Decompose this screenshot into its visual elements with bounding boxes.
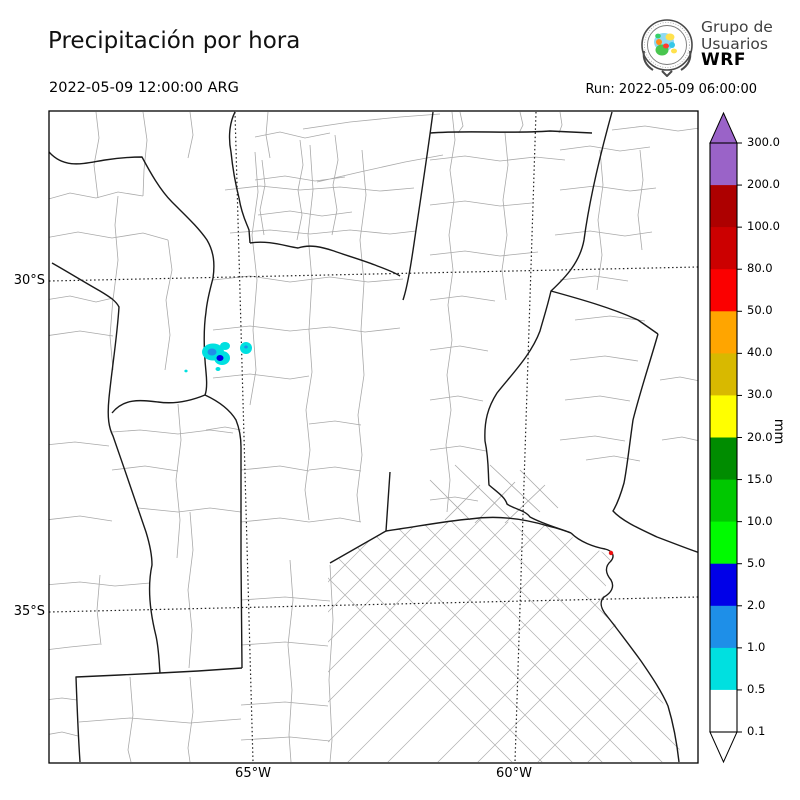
colorbar-tick-label: 30.0	[747, 387, 773, 402]
colorbar-tick-label: 80.0	[747, 261, 773, 276]
precip-cell	[244, 345, 248, 349]
run-time-label: Run: 2022-05-09 06:00:00	[585, 82, 757, 97]
precip-cell	[215, 367, 221, 371]
wrf-logo-emblem	[641, 19, 693, 77]
colorbar-segment	[710, 185, 737, 228]
colorbar-tick-label: 1.0	[747, 639, 766, 654]
page-title: Precipitación por hora	[48, 28, 301, 54]
map-frame	[48, 110, 699, 764]
colorbar-tick-label: 10.0	[747, 513, 773, 528]
colorbar-segment	[710, 605, 737, 649]
colorbar-segment	[710, 269, 737, 312]
latlon-gridlines	[49, 111, 698, 763]
colorbar-tick-label: 2.0	[747, 597, 766, 612]
colorbar-tick-label: 200.0	[747, 177, 780, 192]
colorbar-tick-label: 50.0	[747, 303, 773, 318]
colorbar-segment	[710, 437, 737, 480]
province-boundaries	[49, 111, 698, 763]
colorbar-tick-label: 20.0	[747, 429, 773, 444]
lon-tick-65w: 65°W	[235, 766, 271, 781]
colorbar-segment	[710, 227, 737, 270]
colorbar-tick-label: 15.0	[747, 471, 773, 486]
colorbar-tick-label: 0.5	[747, 681, 766, 696]
colorbar-tick-label: 5.0	[747, 555, 766, 570]
precip-cell	[216, 355, 224, 361]
colorbar-segment	[710, 647, 737, 691]
logo-radar-map	[654, 33, 677, 56]
valid-time-label: 2022-05-09 12:00:00 ARG	[49, 80, 239, 96]
colorbar-segment	[710, 521, 737, 565]
colorbar-over-arrow	[709, 111, 738, 144]
colorbar-tick-label: 300.0	[747, 135, 780, 149]
colorbar-segment	[710, 353, 737, 396]
colorbar-segment	[710, 395, 737, 438]
logo-text-line2: Usuarios	[701, 34, 768, 53]
colorbar-under-arrow	[709, 731, 738, 764]
logo-text-line1: Grupo de	[701, 18, 773, 36]
lon-tick-60w: 60°W	[496, 766, 532, 781]
colorbar-segment	[710, 563, 737, 607]
lat-tick-35s: 35°S	[13, 604, 45, 619]
wrf-logo-text: Grupo de Usuarios WRF	[701, 19, 773, 69]
precip-cell	[207, 348, 217, 356]
colorbar-tick-label: 0.1	[747, 724, 766, 738]
colorbar-tick-label: 40.0	[747, 345, 773, 360]
department-boundaries	[49, 111, 698, 763]
colorbar-segment	[710, 689, 737, 733]
colorbar-segment	[710, 479, 737, 523]
colorbar-segment	[710, 311, 737, 354]
colorbar-unit-label: mm	[771, 418, 787, 445]
colorbar-segment	[710, 143, 737, 186]
precipitation-layer	[184, 342, 252, 373]
city-marker	[608, 550, 614, 556]
buenos-aires-mesh	[328, 518, 681, 762]
colorbar-tick-label: 100.0	[747, 219, 780, 234]
logo-text-line3: WRF	[701, 50, 746, 70]
colorbar	[710, 143, 737, 733]
lat-tick-30s: 30°S	[13, 273, 45, 288]
colorbar-frame	[709, 111, 742, 764]
precip-cell	[184, 369, 188, 373]
precip-cell	[220, 342, 230, 350]
